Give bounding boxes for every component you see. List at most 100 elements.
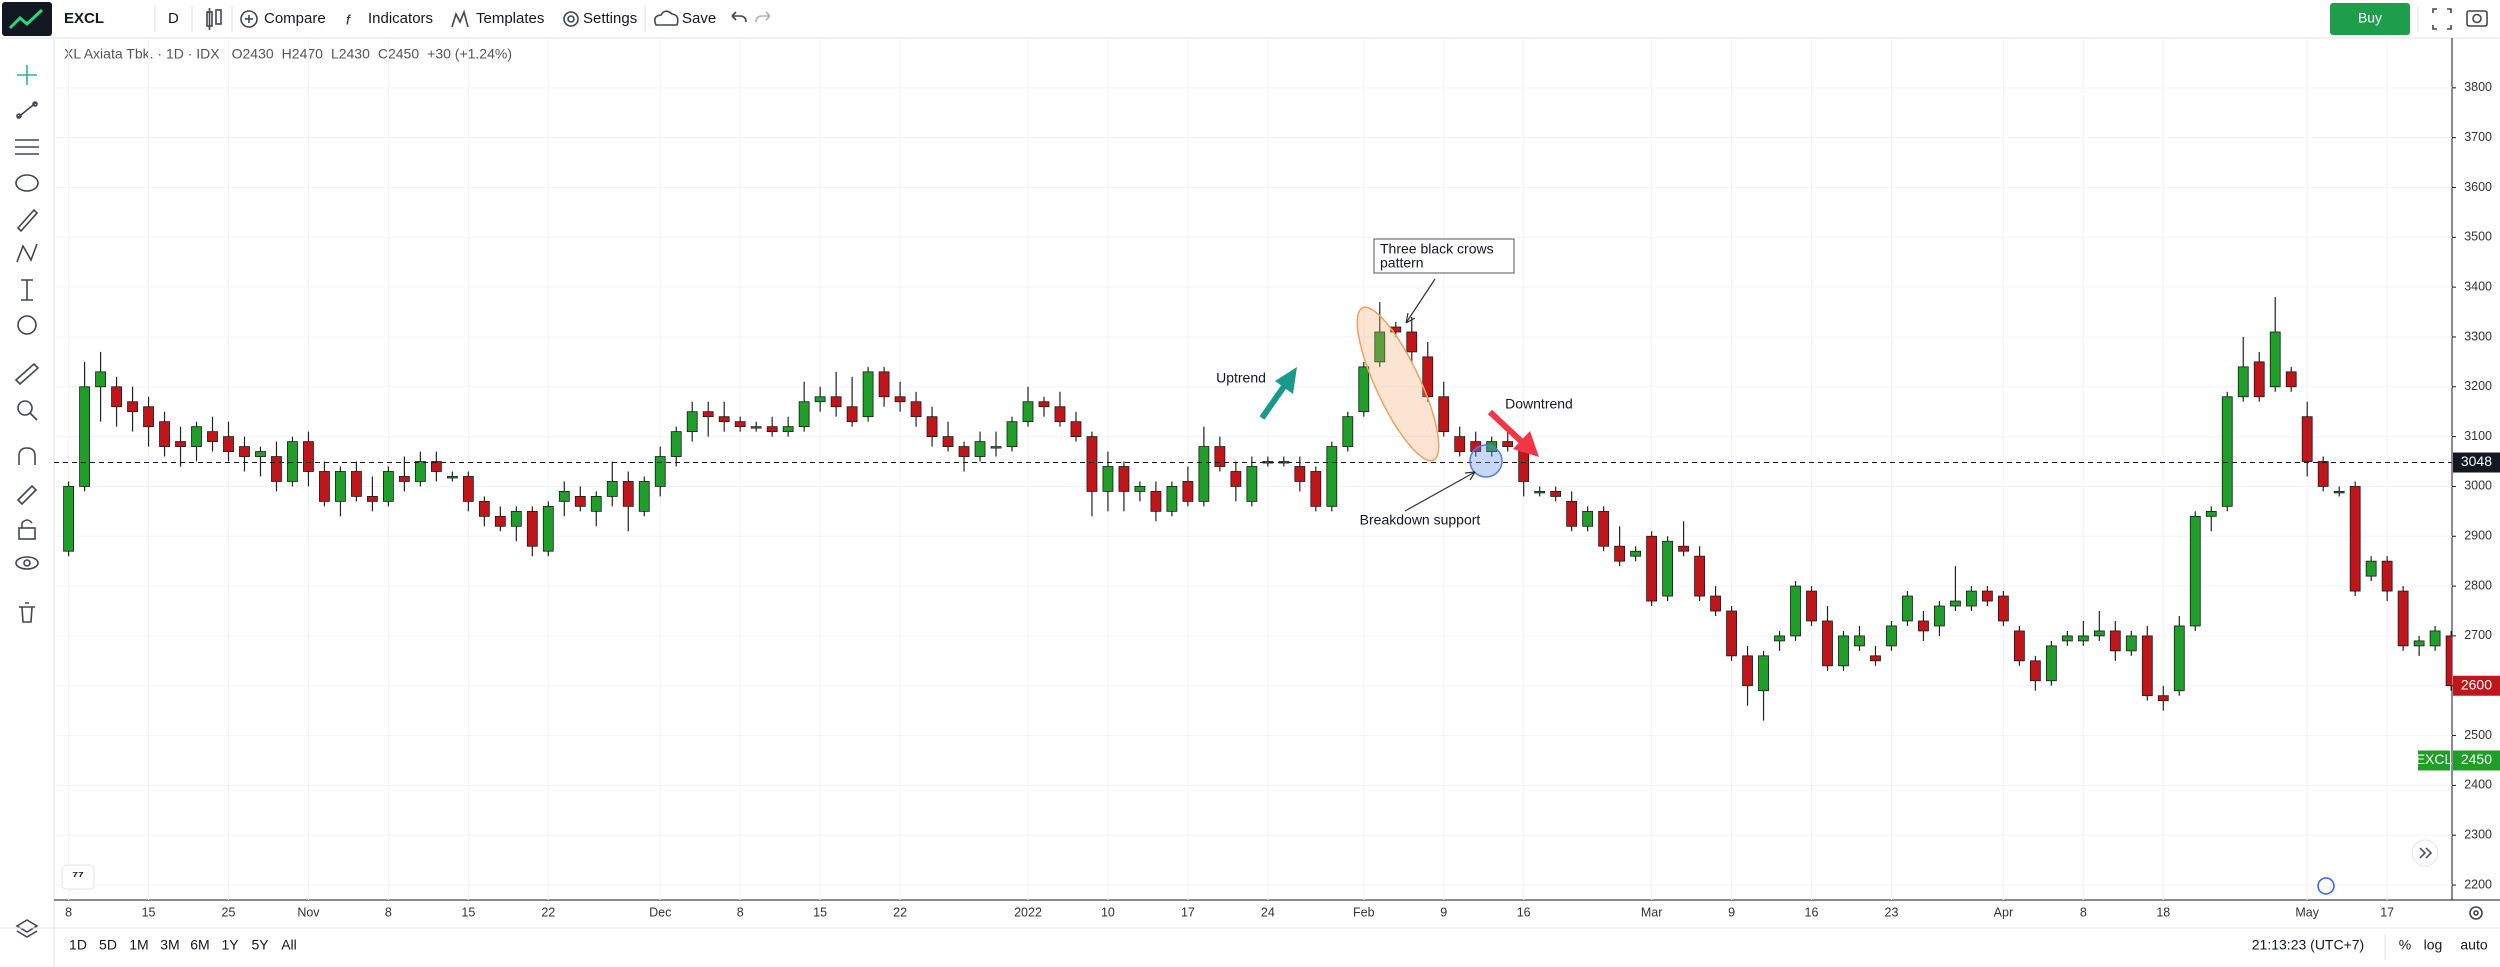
candle-body	[462, 476, 474, 502]
uptrend-label: Uptrend	[1216, 370, 1266, 386]
range-button[interactable]: 1M	[129, 937, 148, 953]
buy-label[interactable]: Buy	[2358, 10, 2382, 26]
candle-body	[1886, 625, 1897, 647]
x-tick-label: 25	[222, 905, 236, 919]
candle-body	[878, 371, 890, 398]
candle-body	[367, 496, 378, 502]
axes: 2200 2300 2400 2500 2600 2700 2800 2900 3000 3100…	[65, 80, 2500, 919]
candle-body	[1598, 510, 1610, 547]
candle-body	[686, 411, 698, 433]
candle-body	[1790, 585, 1801, 637]
range-button[interactable]: 1Y	[221, 937, 239, 953]
candle-body	[2029, 660, 2041, 682]
dividend-marker[interactable]	[2317, 877, 2335, 895]
candle-body	[558, 491, 570, 502]
scale-option[interactable]: %	[2399, 937, 2411, 953]
x-tick-label: May	[2295, 905, 2319, 919]
x-tick-label: 8	[737, 905, 744, 919]
legend-values: O2430 H2470 L2430 C2450 +30 (+1.24%)	[232, 46, 512, 62]
axis-settings[interactable]	[2469, 906, 2483, 920]
candle-body	[1326, 446, 1338, 507]
candle-body	[1054, 406, 1066, 423]
candle-body	[2125, 635, 2137, 652]
scale-option[interactable]: log	[2424, 937, 2443, 953]
x-tick-label: Dec	[649, 905, 671, 919]
x-tick-label: 8	[2080, 905, 2087, 919]
left-toolbar[interactable]	[14, 65, 40, 938]
candle-body	[1294, 466, 1306, 482]
symbol[interactable]: EXCL	[64, 10, 104, 27]
downtrend-label: Downtrend	[1505, 396, 1573, 412]
svg-text:f: f	[346, 12, 352, 28]
legend-value: L2430	[331, 46, 370, 62]
clock: 21:13:23 (UTC+7)	[2252, 937, 2364, 953]
fullscreen[interactable]	[2432, 8, 2452, 30]
scale-option[interactable]: auto	[2460, 937, 2487, 953]
candle-body	[2429, 630, 2441, 647]
price-marker-label: 3048	[2461, 453, 2492, 469]
candle-body	[2205, 510, 2217, 517]
candle-body	[1310, 471, 1322, 507]
candle-body	[798, 401, 810, 428]
y-tick-label: 3200	[2464, 379, 2492, 393]
candle-body	[2317, 461, 2329, 487]
candle-body	[1070, 421, 1082, 438]
breakdown-label: Breakdown support	[1360, 512, 1481, 528]
x-tick-label: 16	[1805, 905, 1819, 919]
range-button[interactable]: 5Y	[251, 937, 269, 953]
candle-body	[1742, 655, 1753, 687]
candle-body	[1006, 421, 1018, 447]
compare-button[interactable]: Compare	[264, 10, 326, 27]
legend-value: H2470	[282, 46, 323, 62]
price-marker	[2453, 675, 2500, 696]
candle-body	[414, 461, 426, 482]
candle-body	[95, 371, 106, 388]
settings-button[interactable]: Settings	[583, 10, 637, 27]
candle-body	[1662, 540, 1673, 597]
candle-body	[638, 481, 650, 512]
candle-body	[750, 426, 762, 429]
candle-body	[1582, 510, 1594, 527]
range-button[interactable]: 5D	[99, 937, 117, 953]
candle-body	[1870, 655, 1881, 662]
legend-title: XL Axiata Tbk. · 1D · IDX	[64, 46, 220, 62]
candle-body	[846, 406, 858, 423]
range-button[interactable]: 1D	[69, 937, 87, 953]
x-tick-label: 22	[893, 905, 907, 919]
candle-body	[2237, 366, 2249, 398]
candle-body	[2141, 635, 2153, 697]
x-tick-label: 9	[1728, 905, 1735, 919]
x-tick-label: 24	[1261, 905, 1275, 919]
buy-button[interactable]	[2330, 3, 2410, 35]
x-tick-label: 8	[385, 905, 392, 919]
templates-button[interactable]: Templates	[476, 10, 544, 27]
candle-body	[2221, 396, 2233, 507]
interval[interactable]: D	[168, 10, 179, 27]
candle-body	[2413, 640, 2425, 647]
save-button[interactable]: Save	[682, 10, 716, 27]
range-button[interactable]: 3M	[160, 937, 179, 953]
indicators-button[interactable]: Indicators	[368, 10, 433, 27]
candle-body	[1022, 401, 1034, 423]
candle-body	[1614, 545, 1626, 562]
candle-body	[1806, 590, 1817, 622]
range-button[interactable]: 6M	[190, 937, 209, 953]
note-box	[1373, 238, 1515, 274]
candle-body	[1118, 466, 1130, 492]
candle-body	[2189, 515, 2201, 627]
screenshot[interactable]	[2466, 10, 2488, 27]
candle-body	[862, 371, 874, 418]
candle-body	[1038, 401, 1050, 408]
tv-logo[interactable]	[61, 864, 95, 890]
y-tick-label: 3100	[2464, 429, 2492, 443]
candle-body	[271, 456, 282, 482]
candle-body	[351, 471, 362, 497]
candle-body	[494, 515, 506, 527]
range-button[interactable]: All	[281, 937, 297, 953]
candle-body	[2381, 560, 2393, 592]
candle-body	[2285, 371, 2297, 388]
logo[interactable]	[2, 2, 52, 36]
candle-body	[2173, 625, 2185, 692]
candle-body	[814, 396, 826, 403]
undo[interactable]	[731, 11, 747, 23]
